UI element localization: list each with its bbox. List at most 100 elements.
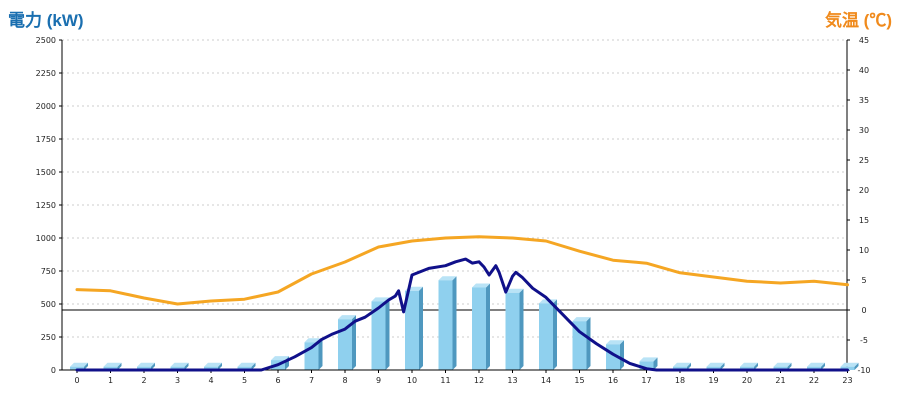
x-tick-label: 19 (708, 376, 718, 385)
bar-side (184, 362, 189, 370)
bar (70, 366, 84, 370)
x-tick-label: 1 (108, 376, 113, 385)
right-tick-label: -5 (860, 336, 868, 345)
right-tick-label: 5 (861, 276, 866, 285)
bar-top (773, 362, 792, 367)
bar-top (103, 362, 122, 367)
x-tick-label: 14 (541, 376, 551, 385)
x-tick-label: 13 (507, 376, 517, 385)
right-tick-label: 20 (859, 186, 869, 195)
left-tick-label: 500 (41, 300, 56, 309)
right-axis-title: 気温 (℃) (824, 11, 892, 30)
x-tick-label: 4 (208, 376, 213, 385)
x-tick-label: 21 (775, 376, 785, 385)
right-tick-label: 30 (859, 126, 869, 135)
right-tick-label: 10 (859, 246, 869, 255)
bar-side (486, 283, 490, 370)
left-tick-label: 2000 (36, 102, 56, 111)
x-tick-label: 18 (675, 376, 685, 385)
left-tick-label: 1000 (36, 234, 56, 243)
left-tick-label: 2250 (36, 69, 56, 78)
bar-side (553, 299, 557, 370)
x-tick-label: 17 (641, 376, 651, 385)
bar-top (271, 356, 289, 361)
bar-side (352, 315, 356, 370)
power-line (75, 257, 849, 372)
x-tick-label: 3 (175, 376, 180, 385)
bar-side (720, 362, 725, 370)
bar-top (204, 362, 222, 367)
bar-top (706, 362, 725, 367)
bar-top (505, 288, 524, 293)
x-tick-label: 6 (275, 376, 280, 385)
x-tick-label: 20 (742, 376, 752, 385)
x-tick-label: 10 (407, 376, 417, 385)
bar (137, 366, 151, 370)
bar-side (84, 362, 88, 370)
bar-side (586, 317, 591, 370)
x-tick-label: 11 (440, 376, 450, 385)
x-tick-label: 8 (342, 376, 347, 385)
right-tick-label: -10 (857, 366, 870, 375)
bar-top (371, 297, 390, 302)
x-tick-label: 2 (141, 376, 146, 385)
bar-top (639, 357, 658, 362)
x-tick-label: 22 (809, 376, 819, 385)
bar (472, 287, 486, 370)
bar-top (807, 362, 825, 367)
bar (170, 366, 185, 370)
bar (706, 366, 721, 370)
x-tick-label: 0 (74, 376, 79, 385)
bar (539, 303, 553, 370)
bar-top (338, 315, 356, 320)
bar-side (787, 362, 792, 370)
bar (204, 366, 218, 370)
x-tick-label: 23 (842, 376, 852, 385)
bar-side (687, 362, 691, 370)
bar-side (620, 340, 624, 370)
bar-side (519, 288, 524, 370)
bar (673, 366, 687, 370)
bar-top (673, 362, 691, 367)
right-tick-label: 40 (859, 66, 869, 75)
bar-side (419, 286, 423, 370)
right-tick-label: 35 (859, 96, 869, 105)
bar-side (452, 276, 457, 370)
right-tick-label: 0 (861, 306, 866, 315)
right-tick-label: 15 (859, 216, 869, 225)
left-axis-title: 電力 (kW) (8, 11, 84, 30)
bar (639, 361, 654, 370)
bar-top (237, 362, 256, 367)
bar (371, 301, 386, 370)
bar-side (251, 362, 256, 370)
bar (237, 366, 252, 370)
bar-side (385, 297, 390, 370)
left-tick-label: 250 (41, 333, 56, 342)
x-tick-label: 16 (608, 376, 618, 385)
bar (438, 280, 453, 370)
x-tick-label: 12 (474, 376, 484, 385)
x-tick-label: 7 (309, 376, 314, 385)
right-tick-label: 45 (859, 36, 869, 45)
left-tick-label: 1750 (36, 135, 56, 144)
left-tick-label: 1250 (36, 201, 56, 210)
bar-top (70, 362, 88, 367)
bar-side (318, 338, 323, 370)
x-tick-label: 5 (242, 376, 247, 385)
temperature-line (75, 235, 849, 306)
bar-top (170, 362, 189, 367)
bar-side (117, 362, 122, 370)
bar (505, 292, 520, 370)
x-tick-label: 15 (574, 376, 584, 385)
left-tick-label: 750 (41, 267, 56, 276)
bar-side (151, 362, 155, 370)
bar-side (653, 357, 658, 370)
bar-side (821, 362, 825, 370)
bar-top (572, 317, 591, 322)
left-tick-label: 1500 (36, 168, 56, 177)
bar (740, 366, 754, 370)
x-tick-label: 9 (376, 376, 381, 385)
bar-top (137, 362, 155, 367)
bar-top (740, 362, 758, 367)
